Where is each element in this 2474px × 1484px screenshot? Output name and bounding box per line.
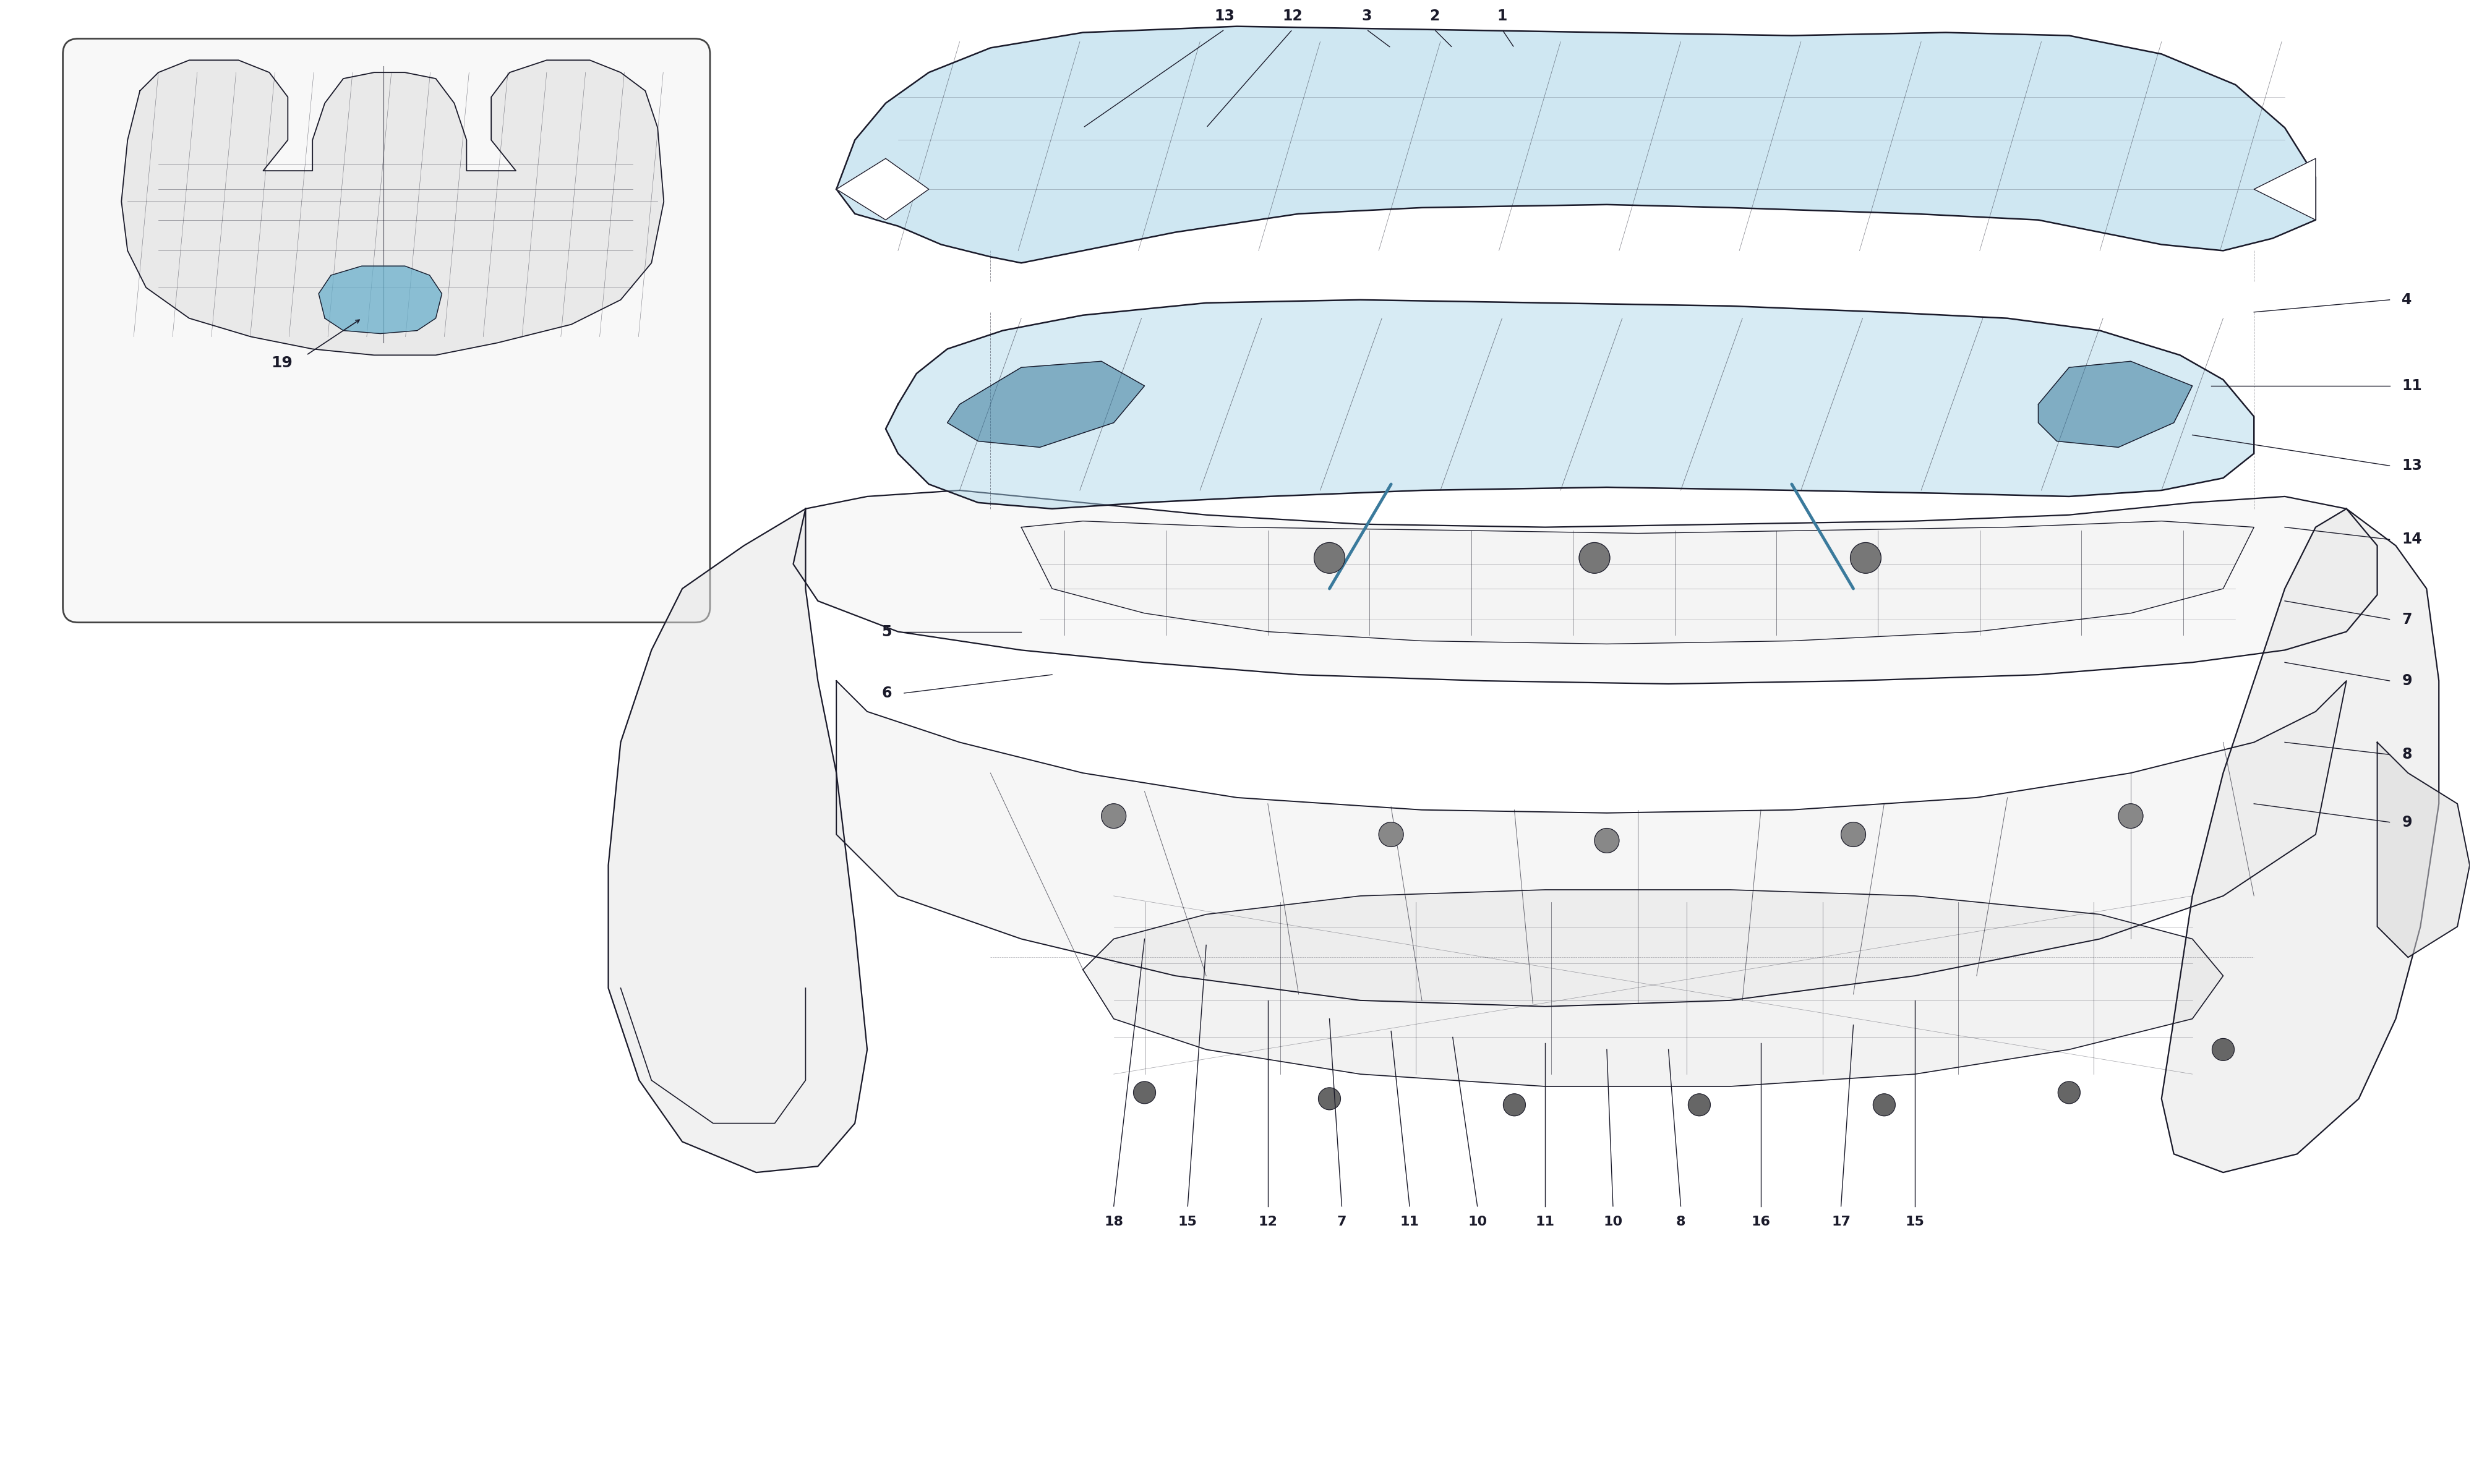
Circle shape — [1504, 1094, 1526, 1116]
Polygon shape — [1084, 890, 2224, 1086]
Circle shape — [1593, 828, 1618, 853]
Text: 10: 10 — [1603, 1215, 1623, 1227]
Text: 13: 13 — [2402, 459, 2422, 473]
Circle shape — [2118, 804, 2142, 828]
Text: 11: 11 — [2402, 378, 2422, 393]
Circle shape — [1133, 1082, 1155, 1104]
Circle shape — [1873, 1094, 1895, 1116]
Circle shape — [1851, 543, 1880, 573]
Polygon shape — [886, 300, 2254, 509]
Text: 15: 15 — [1178, 1215, 1197, 1227]
Polygon shape — [319, 266, 443, 334]
Text: 10: 10 — [1467, 1215, 1487, 1227]
Text: 8: 8 — [2402, 746, 2412, 761]
Circle shape — [1319, 1088, 1341, 1110]
Circle shape — [1378, 822, 1403, 847]
Circle shape — [1841, 822, 1865, 847]
Text: 9: 9 — [2402, 815, 2412, 830]
Text: 2: 2 — [1430, 9, 1440, 24]
Circle shape — [1578, 543, 1611, 573]
Polygon shape — [1022, 521, 2254, 644]
Text: 12: 12 — [1282, 9, 1304, 24]
Text: 1: 1 — [1497, 9, 1507, 24]
Text: 11: 11 — [1536, 1215, 1554, 1227]
Text: 11: 11 — [1400, 1215, 1420, 1227]
Text: 16: 16 — [1752, 1215, 1771, 1227]
Circle shape — [1314, 543, 1346, 573]
Circle shape — [1101, 804, 1126, 828]
FancyBboxPatch shape — [62, 39, 710, 622]
Circle shape — [2212, 1039, 2234, 1061]
Text: 12: 12 — [1259, 1215, 1277, 1227]
Text: 7: 7 — [2402, 611, 2412, 626]
Polygon shape — [2254, 159, 2316, 220]
Polygon shape — [836, 159, 928, 220]
Text: 3: 3 — [1361, 9, 1371, 24]
Polygon shape — [2378, 742, 2469, 957]
Polygon shape — [794, 490, 2378, 684]
Polygon shape — [2039, 361, 2192, 447]
Text: 4: 4 — [2402, 292, 2412, 307]
Text: 7: 7 — [1336, 1215, 1346, 1227]
Text: 18: 18 — [1103, 1215, 1123, 1227]
Text: 8: 8 — [1675, 1215, 1685, 1227]
Polygon shape — [836, 27, 2316, 263]
Polygon shape — [121, 61, 663, 355]
Text: 9: 9 — [2402, 674, 2412, 689]
Text: 14: 14 — [2402, 533, 2422, 548]
Polygon shape — [948, 361, 1145, 447]
Circle shape — [1687, 1094, 1710, 1116]
Polygon shape — [836, 681, 2345, 1006]
Polygon shape — [2162, 509, 2439, 1172]
Circle shape — [2058, 1082, 2081, 1104]
Text: 19: 19 — [270, 356, 292, 371]
Text: 13: 13 — [1215, 9, 1235, 24]
Text: 15: 15 — [1905, 1215, 1925, 1227]
Text: 5: 5 — [881, 625, 891, 640]
Polygon shape — [609, 509, 868, 1172]
Text: 17: 17 — [1831, 1215, 1851, 1227]
Text: 6: 6 — [881, 686, 891, 700]
